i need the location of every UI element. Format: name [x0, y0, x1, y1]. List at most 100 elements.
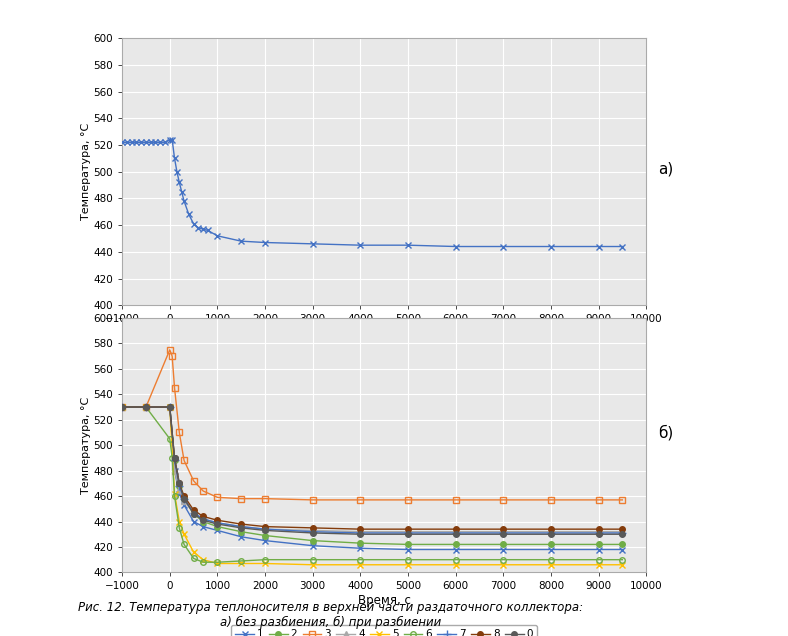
X-axis label: Время, с: Время, с — [358, 327, 411, 340]
6 — [189, 555, 199, 562]
5 — [117, 403, 127, 411]
8 — [618, 525, 627, 533]
8 — [169, 454, 179, 462]
Line: 4: 4 — [119, 404, 625, 534]
1 — [213, 527, 222, 534]
6 — [180, 541, 189, 548]
2 — [618, 541, 627, 548]
0 — [594, 530, 604, 538]
Line: 1: 1 — [119, 404, 626, 553]
1 — [403, 546, 413, 553]
1 — [260, 537, 269, 544]
7 — [499, 529, 508, 537]
8 — [199, 513, 208, 520]
3 — [117, 403, 127, 411]
4 — [618, 528, 627, 536]
2 — [189, 510, 199, 518]
5 — [165, 403, 174, 411]
8 — [165, 403, 174, 411]
2 — [117, 403, 127, 411]
5 — [236, 560, 246, 567]
6 — [355, 556, 365, 563]
4 — [165, 403, 174, 411]
1 — [189, 518, 199, 525]
4 — [546, 528, 556, 536]
3 — [165, 346, 174, 354]
0 — [236, 524, 246, 532]
6 — [165, 435, 174, 443]
2 — [499, 541, 508, 548]
7 — [546, 529, 556, 537]
2 — [236, 528, 246, 536]
2 — [213, 523, 222, 530]
3 — [180, 457, 189, 464]
8 — [546, 525, 556, 533]
1 — [308, 542, 318, 550]
7 — [594, 529, 604, 537]
7 — [141, 403, 151, 411]
3 — [355, 496, 365, 504]
6 — [403, 556, 413, 563]
3 — [594, 496, 604, 504]
0 — [165, 403, 174, 411]
1 — [180, 501, 189, 509]
7 — [169, 457, 179, 464]
1 — [355, 544, 365, 552]
1 — [169, 467, 179, 474]
1 — [141, 403, 151, 411]
8 — [355, 525, 365, 533]
1 — [236, 533, 246, 541]
8 — [594, 525, 604, 533]
5 — [546, 561, 556, 569]
Line: 6: 6 — [119, 404, 625, 565]
0 — [451, 530, 460, 538]
8 — [308, 524, 318, 532]
Y-axis label: Температура, °С: Температура, °С — [80, 123, 91, 220]
6 — [618, 556, 627, 563]
3 — [308, 496, 318, 504]
7 — [260, 525, 269, 533]
0 — [175, 480, 184, 487]
5 — [180, 530, 189, 538]
8 — [175, 480, 184, 487]
0 — [546, 530, 556, 538]
8 — [141, 403, 151, 411]
1 — [451, 546, 460, 553]
3 — [199, 487, 208, 495]
5 — [618, 561, 627, 569]
5 — [199, 556, 208, 563]
4 — [180, 497, 189, 505]
7 — [403, 529, 413, 537]
1 — [546, 546, 556, 553]
2 — [355, 539, 365, 547]
4 — [213, 519, 222, 527]
5 — [308, 561, 318, 569]
2 — [165, 403, 174, 411]
2 — [180, 495, 189, 502]
4 — [236, 523, 246, 530]
0 — [169, 454, 179, 462]
1 — [117, 403, 127, 411]
2 — [546, 541, 556, 548]
Legend: 1, 2, 3, 4, 5, 6, 7, 8, 0: 1, 2, 3, 4, 5, 6, 7, 8, 0 — [231, 625, 537, 636]
7 — [175, 482, 184, 490]
0 — [355, 530, 365, 538]
1 — [499, 546, 508, 553]
7 — [180, 495, 189, 502]
0 — [180, 495, 189, 502]
2 — [451, 541, 460, 548]
0 — [260, 527, 269, 534]
8 — [499, 525, 508, 533]
8 — [189, 506, 199, 514]
1 — [165, 403, 174, 411]
1 — [199, 523, 208, 530]
3 — [167, 352, 177, 360]
4 — [355, 528, 365, 536]
4 — [199, 515, 208, 523]
8 — [180, 492, 189, 500]
6 — [308, 556, 318, 563]
Text: Рис. 12. Температура теплоносителя в верхней части раздаточного коллектора:: Рис. 12. Температура теплоносителя в вер… — [78, 601, 584, 614]
0 — [618, 530, 627, 538]
Line: 2: 2 — [119, 404, 625, 547]
3 — [451, 496, 460, 504]
